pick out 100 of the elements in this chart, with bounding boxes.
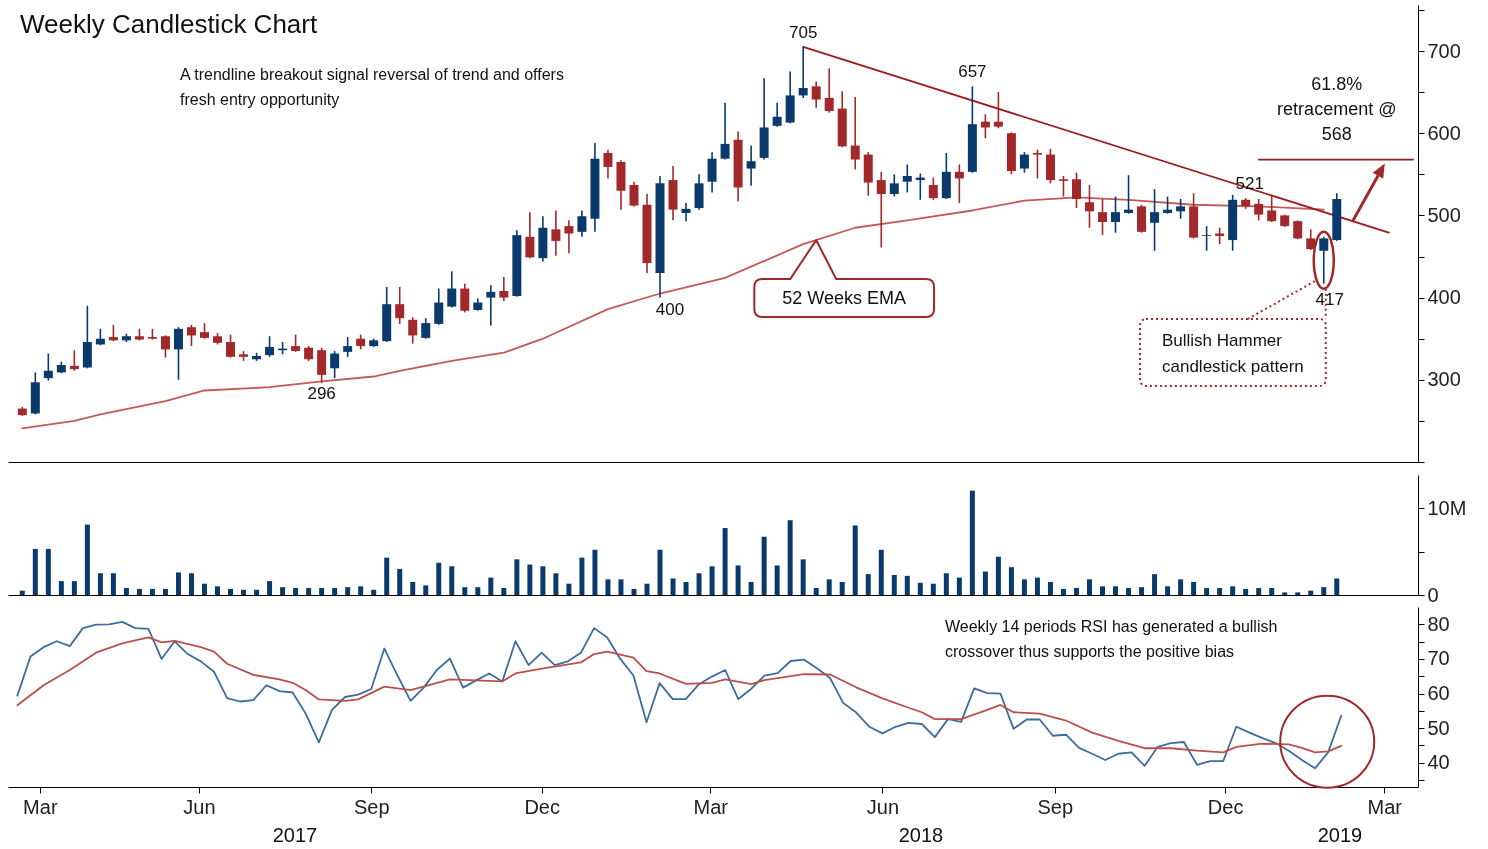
y-tick-label: 50 (1427, 716, 1450, 739)
bar (136, 588, 142, 595)
bar (1178, 579, 1184, 595)
bar (501, 588, 507, 595)
bar (71, 581, 77, 595)
bar (188, 573, 194, 595)
annotation: Bullish Hammer candlestick pattern (1162, 331, 1304, 376)
y-tick-label: 60 (1427, 682, 1450, 705)
bar (175, 572, 181, 595)
candlestick (707, 151, 717, 194)
bar (280, 587, 286, 595)
x-tick-label: Mar (23, 795, 58, 818)
candlestick (876, 171, 886, 249)
annotation: 296 (307, 384, 336, 404)
annotation: 705 (788, 22, 818, 42)
bar (293, 588, 299, 595)
bar (45, 548, 51, 595)
bar (722, 528, 728, 595)
x-tick-label: Sep (353, 795, 390, 818)
bar (228, 588, 234, 595)
text: 2019 (1317, 824, 1363, 846)
candlestick (1150, 188, 1160, 252)
chart-title: Weekly Candlestick Chart (20, 8, 318, 39)
candlestick (1111, 195, 1121, 234)
annotation: 52 Weeks EMA (782, 288, 907, 309)
bar (1321, 587, 1327, 595)
bar (670, 578, 676, 595)
line-series (16, 636, 1343, 754)
bar (1100, 586, 1106, 595)
candlestick (1032, 148, 1042, 180)
bar (761, 536, 767, 595)
candlestick (824, 67, 834, 114)
candlestick (772, 102, 782, 128)
candlestick (160, 334, 170, 359)
bar (306, 588, 312, 595)
annotation: 61.8% retracement @ 568 (1277, 73, 1397, 144)
candlestick (265, 335, 275, 358)
bar (748, 581, 754, 595)
bar (956, 577, 962, 595)
bar (709, 566, 715, 595)
bar (1060, 588, 1066, 595)
y-tick-label: 70 (1427, 647, 1450, 670)
bar (1139, 587, 1145, 595)
y-tick-label: 0 (1427, 583, 1439, 606)
bar (1086, 579, 1092, 595)
candlestick (681, 202, 691, 222)
candlestick (434, 287, 444, 326)
candlestick (850, 96, 860, 171)
bar (332, 588, 338, 595)
bar (1295, 592, 1301, 595)
bar (449, 566, 455, 595)
bar (1269, 588, 1275, 595)
bar (800, 559, 806, 595)
bar (787, 520, 793, 595)
candlestick (1293, 219, 1303, 241)
candlestick (173, 326, 183, 381)
candlestick (1124, 174, 1134, 215)
bar (149, 588, 155, 595)
candlestick (954, 163, 964, 204)
text: 2018 (898, 824, 944, 846)
annotation: 417 (1315, 289, 1344, 309)
candlestick (564, 219, 574, 255)
bar (891, 575, 897, 595)
y-tick-label: 80 (1427, 612, 1450, 635)
candlestick (889, 173, 899, 198)
annotation: A trendline breakout signal reversal of trend and offers fresh entry opportunity (180, 66, 564, 108)
candlestick (1319, 235, 1329, 285)
bar (1073, 588, 1079, 595)
bar (97, 573, 103, 595)
bar (826, 579, 832, 595)
candlestick (1176, 198, 1186, 220)
bar (605, 579, 611, 595)
bar (358, 586, 364, 595)
candlestick (486, 284, 496, 327)
line-series (16, 620, 1343, 770)
annotation: 657 (958, 62, 987, 82)
candlestick (1254, 198, 1264, 222)
candlestick (551, 209, 561, 257)
bar (514, 559, 520, 595)
candlestick (43, 352, 53, 382)
bar (345, 587, 351, 595)
bar (162, 588, 168, 595)
bar (267, 581, 273, 595)
candlestick (395, 286, 405, 325)
candlestick (811, 80, 821, 109)
candlestick (343, 336, 353, 358)
bar (202, 583, 207, 595)
candlestick (798, 46, 808, 99)
bar (488, 577, 494, 595)
bar (527, 564, 533, 595)
candlestick (1058, 175, 1068, 198)
bar (930, 583, 936, 595)
bar (683, 581, 689, 595)
candlestick (1202, 225, 1212, 252)
candlestick (993, 91, 1003, 130)
candlestick (226, 333, 236, 359)
bar (540, 566, 546, 595)
bar (397, 568, 403, 595)
bar (1334, 578, 1340, 595)
bar (1230, 586, 1236, 595)
